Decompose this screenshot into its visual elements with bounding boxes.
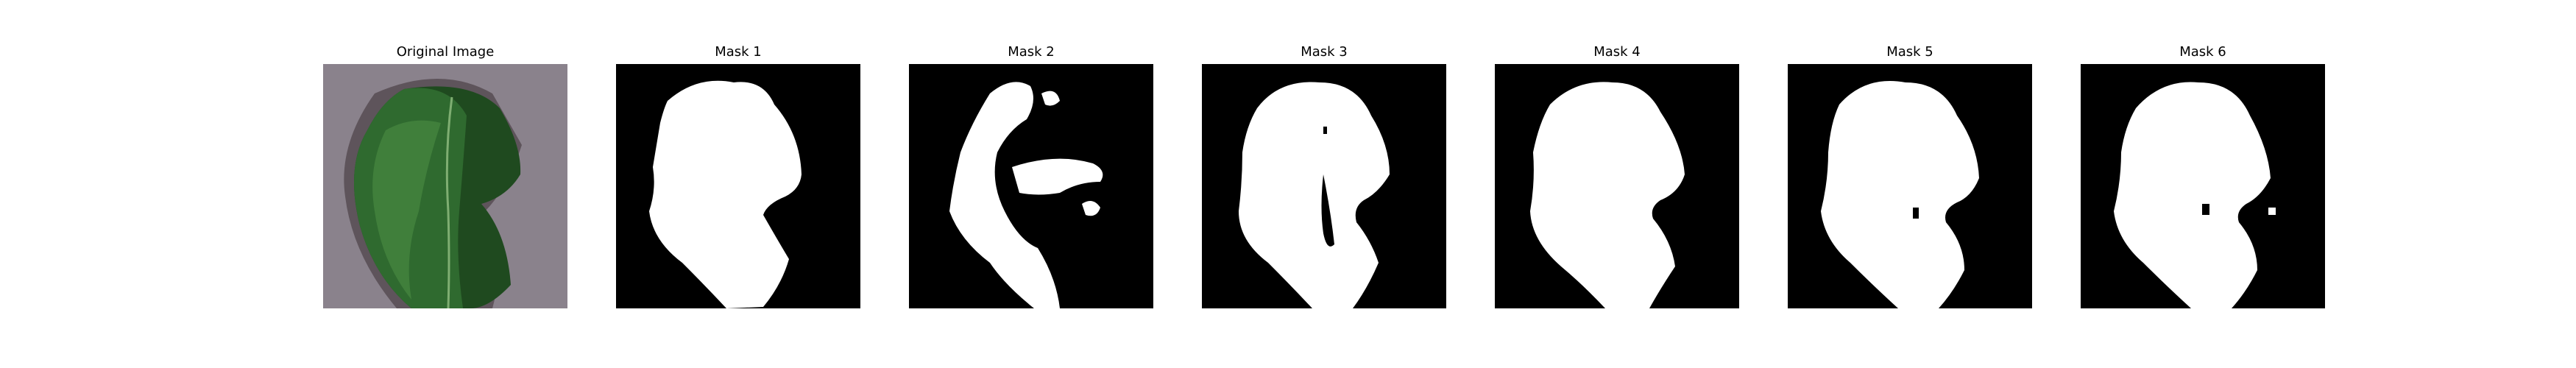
segmentation-mask — [909, 64, 1153, 308]
segmentation-mask — [616, 64, 860, 308]
panel-title: Mask 5 — [1886, 44, 1933, 60]
panel-title: Mask 3 — [1301, 44, 1348, 60]
panel-title: Mask 4 — [1593, 44, 1641, 60]
segmentation-mask — [1788, 64, 2032, 308]
panel-title: Mask 1 — [715, 44, 762, 60]
panel-title: Mask 6 — [2179, 44, 2226, 60]
panel-title: Mask 2 — [1008, 44, 1055, 60]
leaf-photo — [323, 64, 567, 308]
segmentation-mask — [1495, 64, 1739, 308]
panel-title: Original Image — [396, 44, 495, 60]
segmentation-mask — [1202, 64, 1446, 308]
segmentation-mask — [2081, 64, 2325, 308]
